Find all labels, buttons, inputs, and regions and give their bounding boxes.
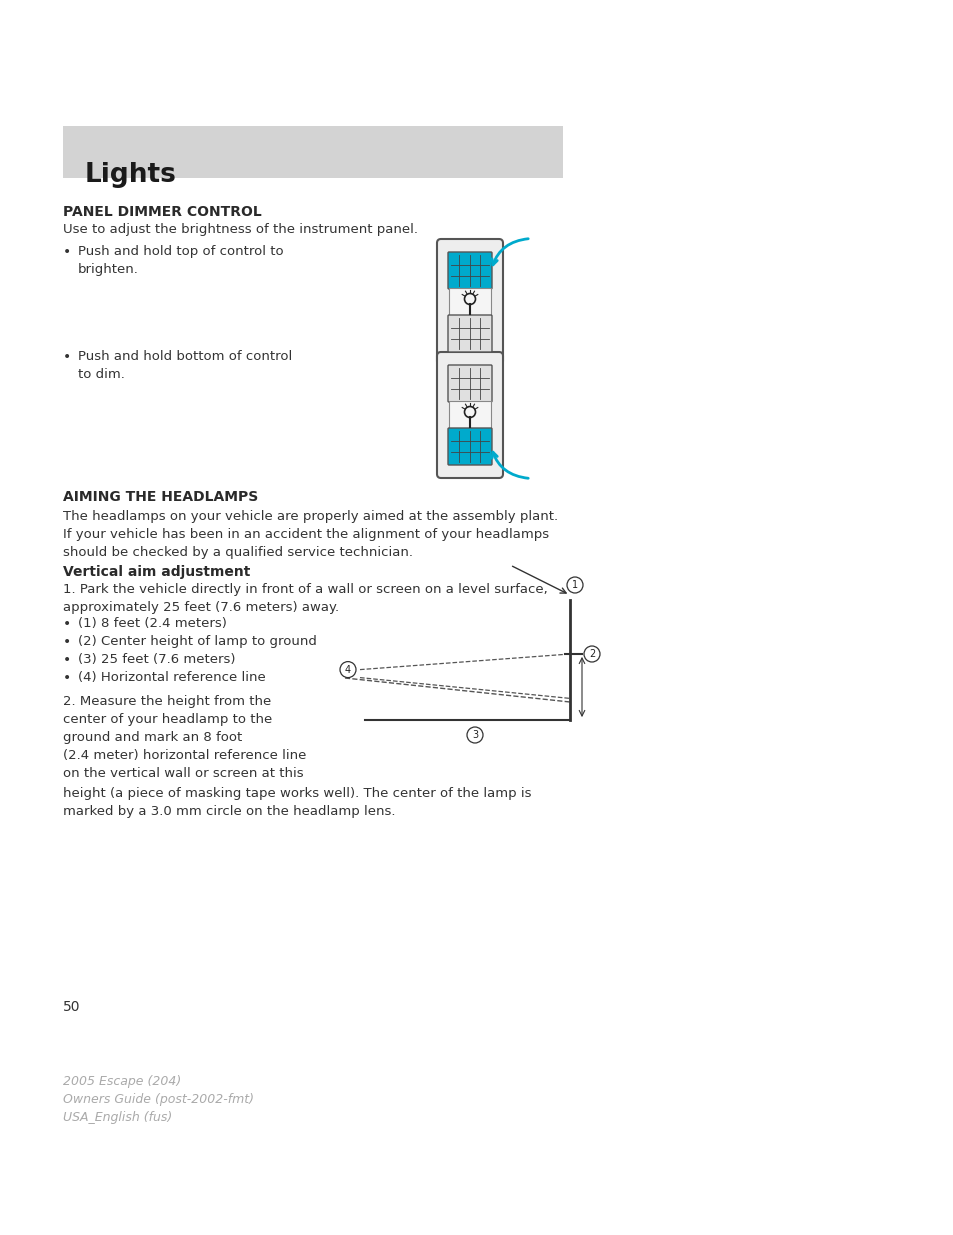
- Text: •: •: [63, 635, 71, 650]
- Text: •: •: [63, 653, 71, 667]
- Text: (4) Horizontal reference line: (4) Horizontal reference line: [78, 671, 266, 684]
- Text: •: •: [63, 350, 71, 364]
- Text: 2. Measure the height from the
center of your headlamp to the
ground and mark an: 2. Measure the height from the center of…: [63, 695, 306, 781]
- Text: PANEL DIMMER CONTROL: PANEL DIMMER CONTROL: [63, 205, 261, 219]
- Text: 1: 1: [572, 580, 578, 590]
- FancyBboxPatch shape: [449, 288, 491, 316]
- Text: height (a piece of masking tape works well). The center of the lamp is
marked by: height (a piece of masking tape works we…: [63, 787, 531, 818]
- Circle shape: [339, 662, 355, 678]
- FancyBboxPatch shape: [63, 126, 562, 178]
- Text: •: •: [63, 671, 71, 685]
- Text: USA_English (fus): USA_English (fus): [63, 1112, 172, 1124]
- Text: AIMING THE HEADLAMPS: AIMING THE HEADLAMPS: [63, 490, 258, 504]
- Text: 3: 3: [472, 730, 477, 740]
- FancyBboxPatch shape: [448, 252, 492, 289]
- Text: The headlamps on your vehicle are properly aimed at the assembly plant.
If your : The headlamps on your vehicle are proper…: [63, 510, 558, 559]
- Text: Push and hold top of control to
brighten.: Push and hold top of control to brighten…: [78, 245, 283, 275]
- Text: 4: 4: [345, 664, 351, 674]
- Text: (2) Center height of lamp to ground: (2) Center height of lamp to ground: [78, 635, 316, 648]
- Text: (3) 25 feet (7.6 meters): (3) 25 feet (7.6 meters): [78, 653, 235, 666]
- Text: 2005 Escape (204): 2005 Escape (204): [63, 1074, 181, 1088]
- Text: 50: 50: [63, 1000, 80, 1014]
- Text: Use to adjust the brightness of the instrument panel.: Use to adjust the brightness of the inst…: [63, 224, 417, 236]
- FancyBboxPatch shape: [436, 352, 502, 478]
- Circle shape: [583, 646, 599, 662]
- Text: Owners Guide (post-2002-fmt): Owners Guide (post-2002-fmt): [63, 1093, 253, 1107]
- FancyBboxPatch shape: [448, 315, 492, 352]
- Text: (1) 8 feet (2.4 meters): (1) 8 feet (2.4 meters): [78, 618, 227, 630]
- FancyBboxPatch shape: [436, 240, 502, 366]
- FancyBboxPatch shape: [448, 366, 492, 403]
- Text: 2: 2: [588, 650, 595, 659]
- Text: Lights: Lights: [85, 162, 176, 188]
- Text: 1. Park the vehicle directly in front of a wall or screen on a level surface,
ap: 1. Park the vehicle directly in front of…: [63, 583, 547, 614]
- Text: •: •: [63, 618, 71, 631]
- Text: •: •: [63, 245, 71, 259]
- FancyBboxPatch shape: [448, 429, 492, 466]
- Circle shape: [566, 577, 582, 593]
- Text: Vertical aim adjustment: Vertical aim adjustment: [63, 564, 250, 579]
- Circle shape: [467, 727, 482, 743]
- Text: Push and hold bottom of control
to dim.: Push and hold bottom of control to dim.: [78, 350, 292, 382]
- FancyBboxPatch shape: [449, 401, 491, 429]
